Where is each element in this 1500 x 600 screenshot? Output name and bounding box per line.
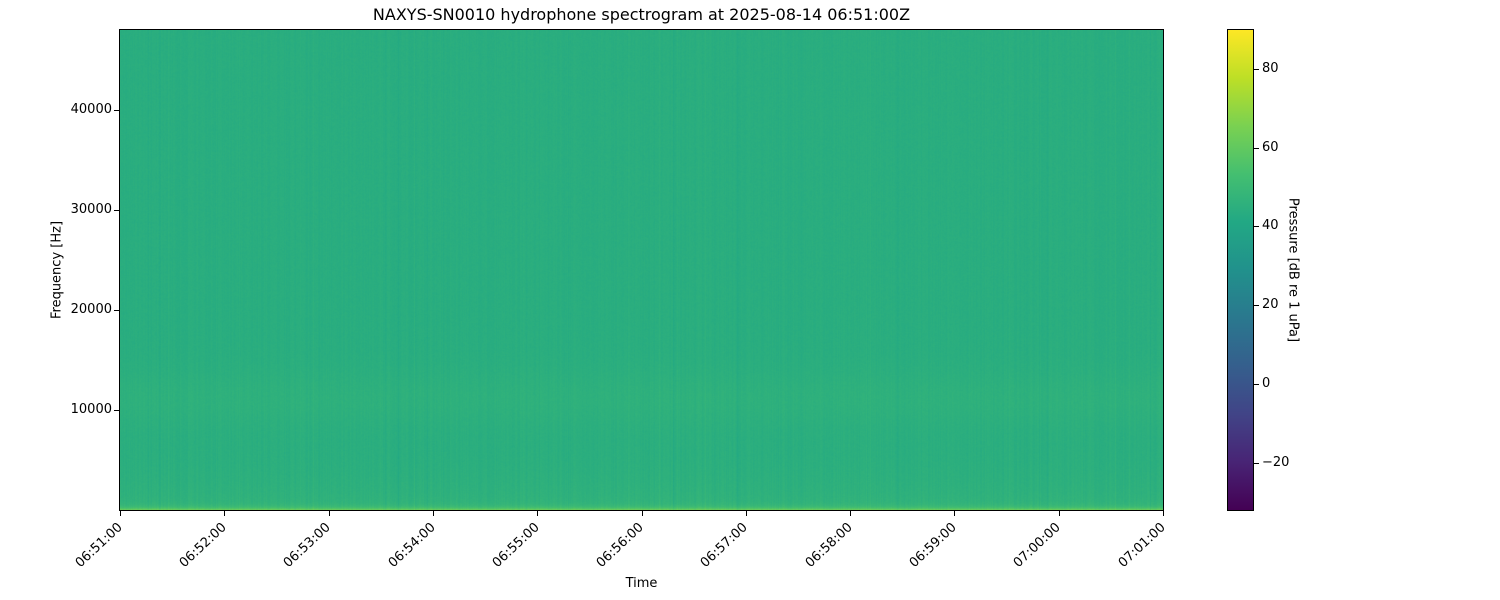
y-tick-label: 20000: [70, 302, 112, 317]
x-tick-mark: [120, 511, 121, 516]
x-tick-label: 06:56:00: [593, 520, 647, 571]
y-tick-mark: [114, 210, 119, 211]
y-tick-mark: [114, 310, 119, 311]
x-tick-mark: [745, 511, 747, 516]
x-tick-label: 06:55:00: [489, 520, 543, 571]
colorbar-tick-label: 20: [1262, 297, 1279, 313]
colorbar-tick-mark: [1254, 147, 1259, 149]
plot-area: [119, 29, 1164, 511]
y-tick-mark: [114, 410, 119, 411]
colorbar-tick-label: 80: [1262, 60, 1279, 76]
x-tick-label: 06:52:00: [176, 520, 230, 571]
colorbar-tick-mark: [1254, 226, 1259, 228]
colorbar-tick-label: 60: [1262, 139, 1279, 155]
x-tick-mark: [328, 511, 330, 516]
chart-title: NAXYS-SN0010 hydrophone spectrogram at 2…: [372, 5, 911, 24]
x-tick-label: 06:59:00: [906, 520, 960, 571]
x-tick-mark: [954, 511, 956, 516]
colorbar-tick-mark: [1254, 384, 1259, 386]
x-tick-mark: [641, 511, 643, 516]
colorbar: [1227, 29, 1254, 511]
colorbar-tick-mark: [1254, 305, 1259, 307]
x-tick-label: 06:57:00: [698, 520, 752, 571]
x-tick-label: 07:00:00: [1010, 520, 1064, 571]
x-axis-label: Time: [625, 576, 658, 591]
x-tick-mark: [432, 511, 434, 516]
y-tick-label: 40000: [70, 102, 112, 117]
x-tick-mark: [1058, 511, 1060, 516]
x-tick-label: 07:01:00: [1115, 520, 1169, 571]
y-tick-label: 10000: [70, 402, 112, 417]
y-axis-label: Frequency [Hz]: [49, 220, 65, 320]
x-tick-mark: [224, 511, 226, 516]
y-tick-mark: [114, 110, 119, 111]
colorbar-tick-mark: [1254, 68, 1259, 70]
x-tick-label: 06:53:00: [280, 520, 334, 571]
y-tick-label: 30000: [70, 202, 112, 217]
x-tick-label: 06:58:00: [802, 520, 856, 571]
colorbar-label: Pressure [dB re 1 uPa]: [1285, 197, 1301, 343]
colorbar-tick-label: −20: [1262, 455, 1290, 471]
spectrogram-canvas: [120, 30, 1163, 510]
colorbar-tick-mark: [1254, 463, 1259, 465]
x-tick-label: 06:51:00: [72, 520, 126, 571]
x-tick-label: 06:54:00: [385, 520, 439, 571]
colorbar-tick-label: 40: [1262, 218, 1279, 234]
x-tick-mark: [850, 511, 852, 516]
x-tick-mark: [1163, 511, 1164, 516]
x-tick-mark: [537, 511, 539, 516]
colorbar-tick-label: 0: [1262, 376, 1271, 392]
